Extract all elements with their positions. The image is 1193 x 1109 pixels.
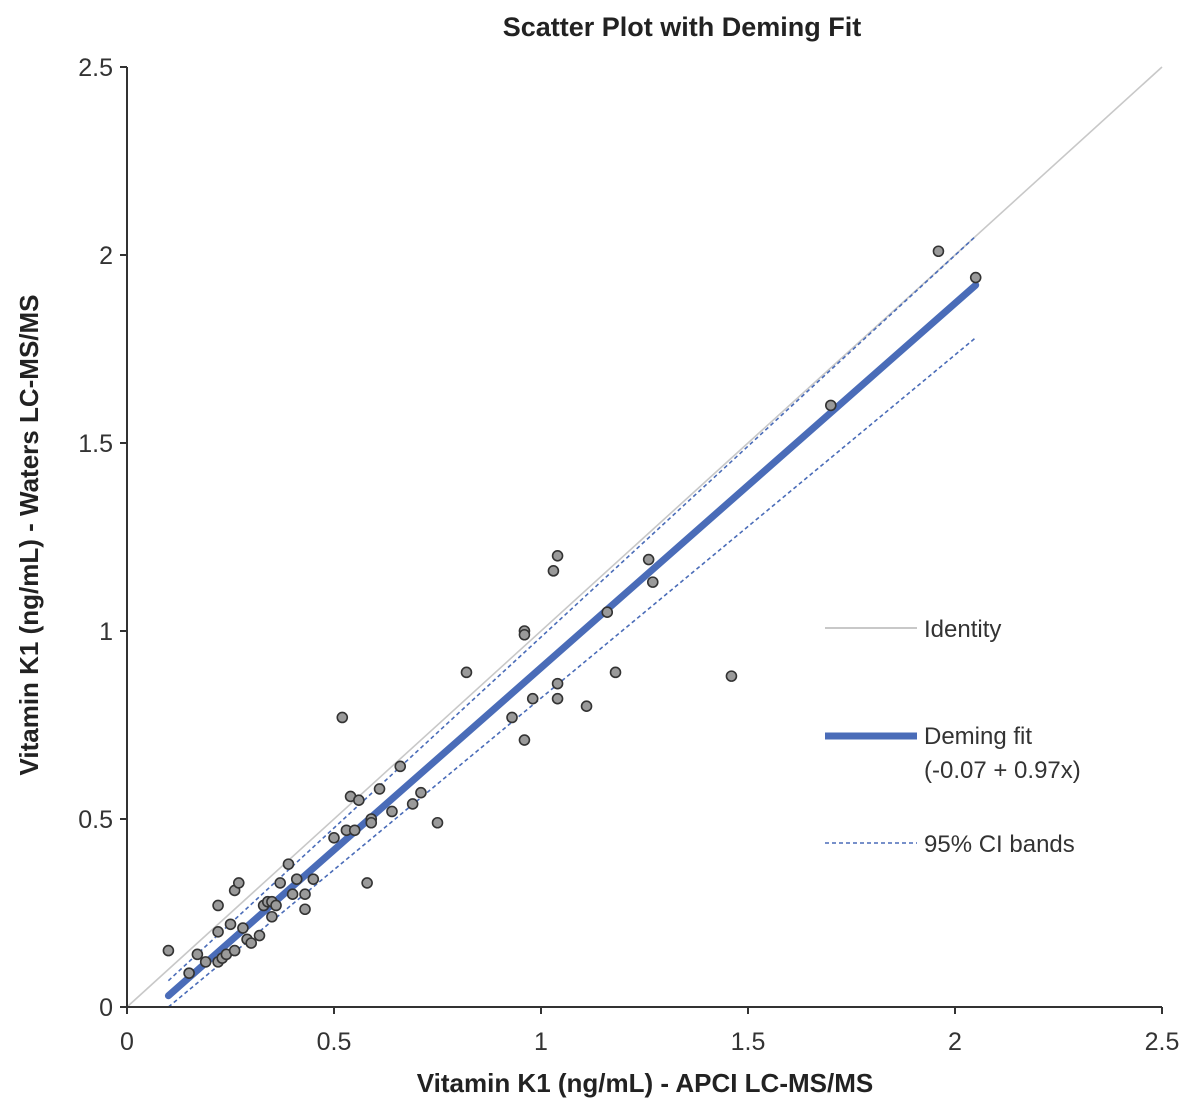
data-point [224, 918, 237, 931]
data-point [274, 877, 286, 889]
data-point [551, 677, 564, 690]
data-point [932, 245, 945, 258]
deming-fit-line [164, 281, 980, 1000]
data-point [526, 692, 539, 705]
data-point [336, 711, 349, 724]
y-axis-ticks: 0 0.5 1 1.5 2 2.5 [78, 54, 127, 1022]
data-point [353, 794, 365, 807]
y-tick-label: 0.5 [78, 806, 113, 834]
data-point [212, 925, 224, 938]
data-point [361, 877, 373, 889]
x-tick-label: 1 [534, 1028, 548, 1056]
data-point [212, 899, 224, 912]
data-point [406, 798, 419, 810]
data-point [286, 888, 299, 901]
x-tick-label: 2.5 [1145, 1028, 1180, 1056]
data-point [725, 670, 738, 682]
y-tick-label: 1 [99, 618, 113, 646]
legend-label-ci-bands: 95% CI bands [924, 831, 1075, 858]
data-point [199, 956, 212, 968]
plot-area [126, 66, 1163, 1008]
ci-lower-band [167, 337, 977, 1008]
legend-item-deming-fit: Deming fit (-0.07 + 0.97x) [825, 723, 1081, 784]
data-point [307, 873, 320, 885]
data-point [609, 666, 622, 679]
data-point [328, 831, 340, 844]
data-point [232, 877, 245, 889]
data-point [290, 873, 303, 885]
x-axis-ticks: 0 0.5 1 1.5 2 2.5 [120, 1007, 1179, 1056]
data-point [642, 553, 655, 566]
deming-fit-layer [164, 281, 980, 1000]
legend-item-identity: Identity [825, 616, 1001, 643]
data-point [646, 576, 659, 588]
data-point [518, 734, 531, 746]
y-tick-label: 1.5 [78, 430, 113, 458]
data-point [551, 549, 564, 562]
x-tick-label: 2 [948, 1028, 962, 1056]
legend-label-deming-fit: Deming fit [924, 723, 1032, 750]
data-point [547, 565, 560, 577]
legend-sublabel-deming-fit: (-0.07 + 0.97x) [924, 757, 1081, 784]
data-point [245, 937, 257, 949]
chart-title: Scatter Plot with Deming Fit [503, 12, 862, 42]
identity-line [126, 66, 1163, 1008]
data-point [386, 805, 398, 818]
data-point [431, 816, 444, 829]
y-tick-label: 2.5 [78, 54, 113, 82]
data-point [299, 903, 311, 916]
x-tick-label: 1.5 [731, 1028, 766, 1056]
data-point [460, 666, 473, 679]
data-point [580, 700, 593, 713]
data-point [601, 606, 614, 619]
identity-line-layer [126, 66, 1163, 1008]
data-point [969, 271, 982, 284]
data-point [270, 899, 282, 912]
y-axis-label: Vitamin K1 (ng/mL) - Waters LC-MS/MS [14, 294, 44, 775]
legend-label-identity: Identity [924, 616, 1001, 643]
ci-bands-layer [167, 235, 977, 1008]
data-point [162, 944, 175, 957]
x-tick-label: 0.5 [317, 1028, 352, 1056]
axes: 0 0.5 1 1.5 2 2.5 0 0.5 1 1.5 2 2.5 [78, 54, 1179, 1056]
data-point [237, 922, 249, 934]
data-point [299, 888, 311, 901]
data-point [282, 858, 295, 870]
ci-upper-band [167, 235, 977, 982]
data-point [348, 824, 361, 837]
data-point [253, 929, 266, 942]
legend: Identity Deming fit (-0.07 + 0.97x) 95% … [825, 616, 1081, 858]
data-point [266, 910, 278, 923]
data-points-layer [162, 245, 982, 979]
data-point [415, 786, 427, 799]
data-point [191, 948, 204, 961]
data-point [183, 967, 195, 979]
data-point [373, 783, 386, 795]
y-tick-label: 2 [99, 242, 113, 270]
y-tick-label: 0 [99, 994, 113, 1022]
data-point [394, 760, 407, 773]
data-point [551, 692, 564, 705]
data-point [824, 399, 837, 412]
data-point [228, 944, 241, 957]
x-tick-label: 0 [120, 1028, 134, 1056]
data-point [365, 816, 378, 829]
legend-item-ci-bands: 95% CI bands [825, 831, 1075, 858]
x-axis-label: Vitamin K1 (ng/mL) - APCI LC-MS/MS [417, 1068, 873, 1098]
data-point [518, 628, 531, 641]
data-point [506, 711, 518, 724]
